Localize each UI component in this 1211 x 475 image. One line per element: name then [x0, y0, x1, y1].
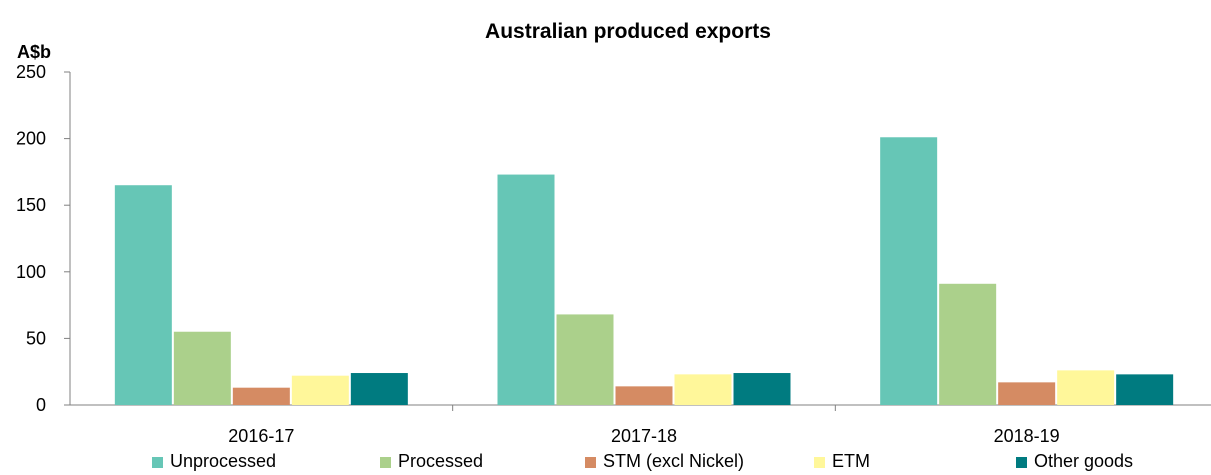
legend-label: Unprocessed	[170, 451, 276, 471]
legend-item: Processed	[380, 451, 483, 471]
legend-swatch	[152, 457, 163, 468]
legend-item: Other goods	[1016, 451, 1133, 471]
bar	[998, 382, 1056, 405]
bar	[114, 185, 172, 405]
y-tick-label: 100	[16, 262, 46, 282]
legend-item: STM (excl Nickel)	[585, 451, 744, 471]
bar	[615, 386, 673, 405]
legend-swatch	[585, 457, 596, 468]
legend-item: ETM	[814, 451, 870, 471]
bar	[674, 374, 732, 405]
bar	[556, 314, 614, 405]
bar	[291, 375, 349, 405]
bar	[939, 283, 997, 405]
bar	[733, 373, 791, 405]
bar	[1057, 370, 1115, 405]
y-tick-label: 50	[26, 328, 46, 348]
legend-label: Processed	[398, 451, 483, 471]
y-axis-label: A$b	[17, 42, 51, 62]
bar	[232, 387, 290, 405]
bar	[1116, 374, 1174, 405]
legend-swatch	[814, 457, 825, 468]
legend-item: Unprocessed	[152, 451, 276, 471]
bar	[173, 331, 231, 405]
legend-swatch	[1016, 457, 1027, 468]
x-tick-label: 2016-17	[228, 426, 294, 446]
legend: Unprocessed Processed STM (excl Nickel) ETM…	[152, 451, 1133, 471]
bars	[114, 137, 1174, 405]
legend-swatch	[380, 457, 391, 468]
bar	[350, 373, 408, 405]
x-tick-label: 2017-18	[611, 426, 677, 446]
axes	[69, 72, 1211, 411]
x-tick-label: 2018-19	[994, 426, 1060, 446]
bar	[497, 174, 555, 405]
x-axis-categories: 2016-17 2017-18 2018-19	[228, 426, 1059, 446]
y-axis-ticks: 0 50 100 150 200 250	[16, 62, 70, 415]
chart-title: Australian produced exports	[485, 20, 771, 43]
y-tick-label: 150	[16, 195, 46, 215]
legend-label: STM (excl Nickel)	[603, 451, 744, 471]
legend-label: Other goods	[1034, 451, 1133, 471]
y-tick-label: 250	[16, 62, 46, 82]
bar	[880, 137, 938, 405]
legend-label: ETM	[832, 451, 870, 471]
y-tick-label: 0	[36, 395, 46, 415]
y-tick-label: 200	[16, 129, 46, 149]
